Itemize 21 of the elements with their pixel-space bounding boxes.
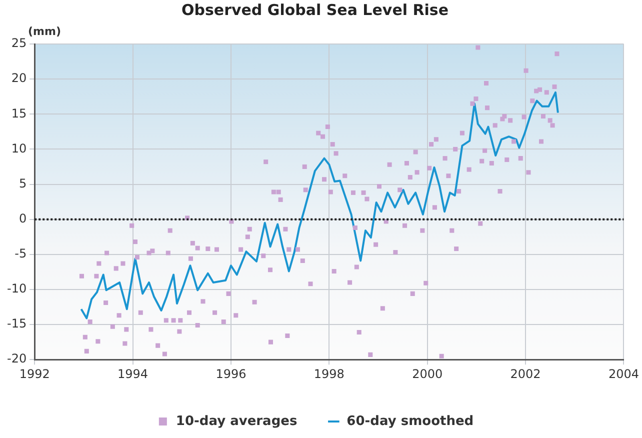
- legend-label: 10-day averages: [176, 414, 298, 429]
- y-tick-label: 10: [11, 141, 27, 156]
- x-tick-label: 2000: [412, 366, 443, 381]
- y-tick-label: 20: [11, 71, 27, 86]
- y-tick-label: 15: [11, 106, 27, 120]
- x-tick-label: 1996: [216, 366, 246, 381]
- x-tick-label: 2004: [608, 366, 640, 381]
- x-tick-label: 1994: [118, 366, 148, 381]
- y-tick-label: 5: [18, 176, 27, 190]
- y-tick-label: -15: [6, 316, 27, 331]
- x-tick-label: 1992: [19, 366, 50, 381]
- x-tick-label: 2002: [510, 366, 541, 381]
- y-tick-label: -20: [6, 352, 27, 366]
- y-tick-label: 0: [18, 211, 27, 226]
- x-tick-label: 1998: [314, 366, 344, 381]
- y-tick-label: 25: [11, 36, 27, 50]
- y-tick-label: -10: [6, 282, 27, 296]
- y-tick-label: -5: [14, 246, 27, 261]
- chart-title: Observed Global Sea Level Rise: [181, 0, 449, 19]
- legend-label: 60-day smoothed: [346, 414, 474, 429]
- y-axis-title: (mm): [28, 24, 61, 38]
